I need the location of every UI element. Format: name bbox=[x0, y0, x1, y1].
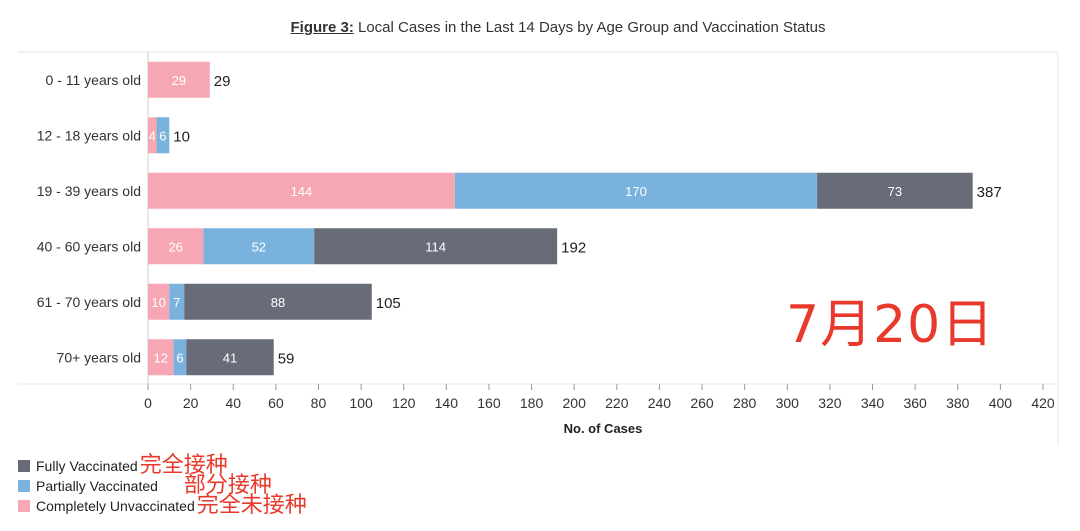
x-tick-label: 60 bbox=[268, 395, 284, 411]
bar-total-label: 192 bbox=[561, 239, 586, 256]
legend-item-partially: Partially Vaccinated 部分接种 bbox=[18, 473, 307, 498]
bar-value-label: 7 bbox=[173, 295, 180, 310]
legend-note-unvaccinated: 完全未接种 bbox=[196, 493, 307, 518]
bar-value-label: 41 bbox=[223, 350, 237, 365]
x-tick-label: 100 bbox=[349, 395, 373, 411]
bar-segment bbox=[148, 339, 174, 376]
category-label: 40 - 60 years old bbox=[37, 238, 141, 254]
bar-value-label: 4 bbox=[149, 128, 156, 143]
bar-segment bbox=[156, 117, 170, 154]
x-tick-label: 400 bbox=[989, 395, 1013, 411]
figure-title-text: Local Cases in the Last 14 Days by Age G… bbox=[353, 19, 826, 36]
bar-segment bbox=[454, 172, 818, 209]
x-tick-label: 320 bbox=[818, 395, 842, 411]
x-tick-label: 180 bbox=[520, 395, 544, 411]
bar-value-label: 170 bbox=[625, 184, 647, 199]
bar-value-label: 144 bbox=[291, 184, 313, 199]
legend-item-unvaccinated: Completely Unvaccinated 完全未接种 bbox=[18, 493, 307, 518]
x-tick-label: 240 bbox=[648, 395, 672, 411]
bar-total-label: 29 bbox=[214, 73, 231, 90]
date-stamp: 7月20日 bbox=[786, 295, 995, 355]
x-axis-title: No. of Cases bbox=[564, 421, 643, 436]
legend-label-fully: Fully Vaccinated bbox=[36, 458, 138, 474]
bar-value-label: 26 bbox=[168, 239, 182, 254]
x-tick-label: 40 bbox=[225, 395, 241, 411]
category-label: 12 - 18 years old bbox=[37, 127, 141, 143]
bar-segment bbox=[148, 117, 157, 154]
x-tick-label: 300 bbox=[776, 395, 800, 411]
bar-segment bbox=[148, 172, 455, 209]
bar-total-label: 105 bbox=[376, 295, 401, 312]
bar-segment bbox=[169, 283, 185, 320]
bar-value-label: 73 bbox=[888, 184, 902, 199]
bar-value-label: 29 bbox=[172, 73, 186, 88]
x-tick-label: 200 bbox=[563, 395, 587, 411]
bar-value-label: 6 bbox=[176, 350, 183, 365]
bar-value-label: 52 bbox=[252, 239, 266, 254]
bar-segment bbox=[203, 228, 315, 265]
legend: Fully Vaccinated 完全接种 Partially Vaccinat… bbox=[18, 453, 307, 518]
bar-segment bbox=[184, 283, 372, 320]
legend-note-partially: 部分接种 bbox=[183, 473, 272, 498]
bar-segment bbox=[314, 228, 558, 265]
bar-segment bbox=[148, 61, 210, 98]
x-tick-label: 80 bbox=[311, 395, 327, 411]
x-tick-label: 220 bbox=[605, 395, 629, 411]
x-tick-label: 160 bbox=[477, 395, 501, 411]
legend-label-partially: Partially Vaccinated bbox=[36, 478, 158, 494]
legend-note-fully: 完全接种 bbox=[139, 453, 228, 478]
x-tick-label: 260 bbox=[690, 395, 714, 411]
bar-segment bbox=[148, 283, 170, 320]
category-label: 0 - 11 years old bbox=[46, 72, 141, 88]
legend-item-fully: Fully Vaccinated 完全接种 bbox=[18, 453, 307, 478]
x-tick-label: 280 bbox=[733, 395, 757, 411]
x-tick-label: 340 bbox=[861, 395, 885, 411]
category-label: 70+ years old bbox=[57, 349, 141, 365]
x-tick-label: 120 bbox=[392, 395, 416, 411]
x-tick-label: 420 bbox=[1031, 395, 1055, 411]
bar-segment bbox=[817, 172, 973, 209]
bar-value-label: 88 bbox=[271, 295, 285, 310]
bar-segment bbox=[148, 228, 204, 265]
chart-title: Figure 3: Local Cases in the Last 14 Day… bbox=[0, 19, 1080, 36]
x-tick-label: 20 bbox=[183, 395, 199, 411]
category-label: 61 - 70 years old bbox=[37, 294, 141, 310]
bar-value-label: 114 bbox=[425, 239, 446, 254]
category-label: 19 - 39 years old bbox=[37, 183, 141, 199]
bar-segment bbox=[173, 339, 187, 376]
x-tick-label: 140 bbox=[435, 395, 459, 411]
bar-segment bbox=[186, 339, 274, 376]
bar-total-label: 59 bbox=[278, 350, 295, 367]
x-tick-label: 0 bbox=[144, 395, 152, 411]
legend-label-unvaccinated: Completely Unvaccinated bbox=[36, 498, 195, 514]
bar-total-label: 387 bbox=[977, 184, 1002, 201]
legend-swatch-fully bbox=[18, 460, 30, 472]
x-tick-label: 380 bbox=[946, 395, 970, 411]
legend-swatch-unvaccinated bbox=[18, 500, 30, 512]
bar-value-label: 6 bbox=[159, 128, 166, 143]
legend-swatch-partially bbox=[18, 480, 30, 492]
x-tick-label: 360 bbox=[903, 395, 927, 411]
bar-value-label: 10 bbox=[151, 295, 165, 310]
bar-total-label: 10 bbox=[173, 128, 190, 145]
bar-value-label: 12 bbox=[154, 350, 168, 365]
figure-label: Figure 3: bbox=[290, 19, 354, 36]
